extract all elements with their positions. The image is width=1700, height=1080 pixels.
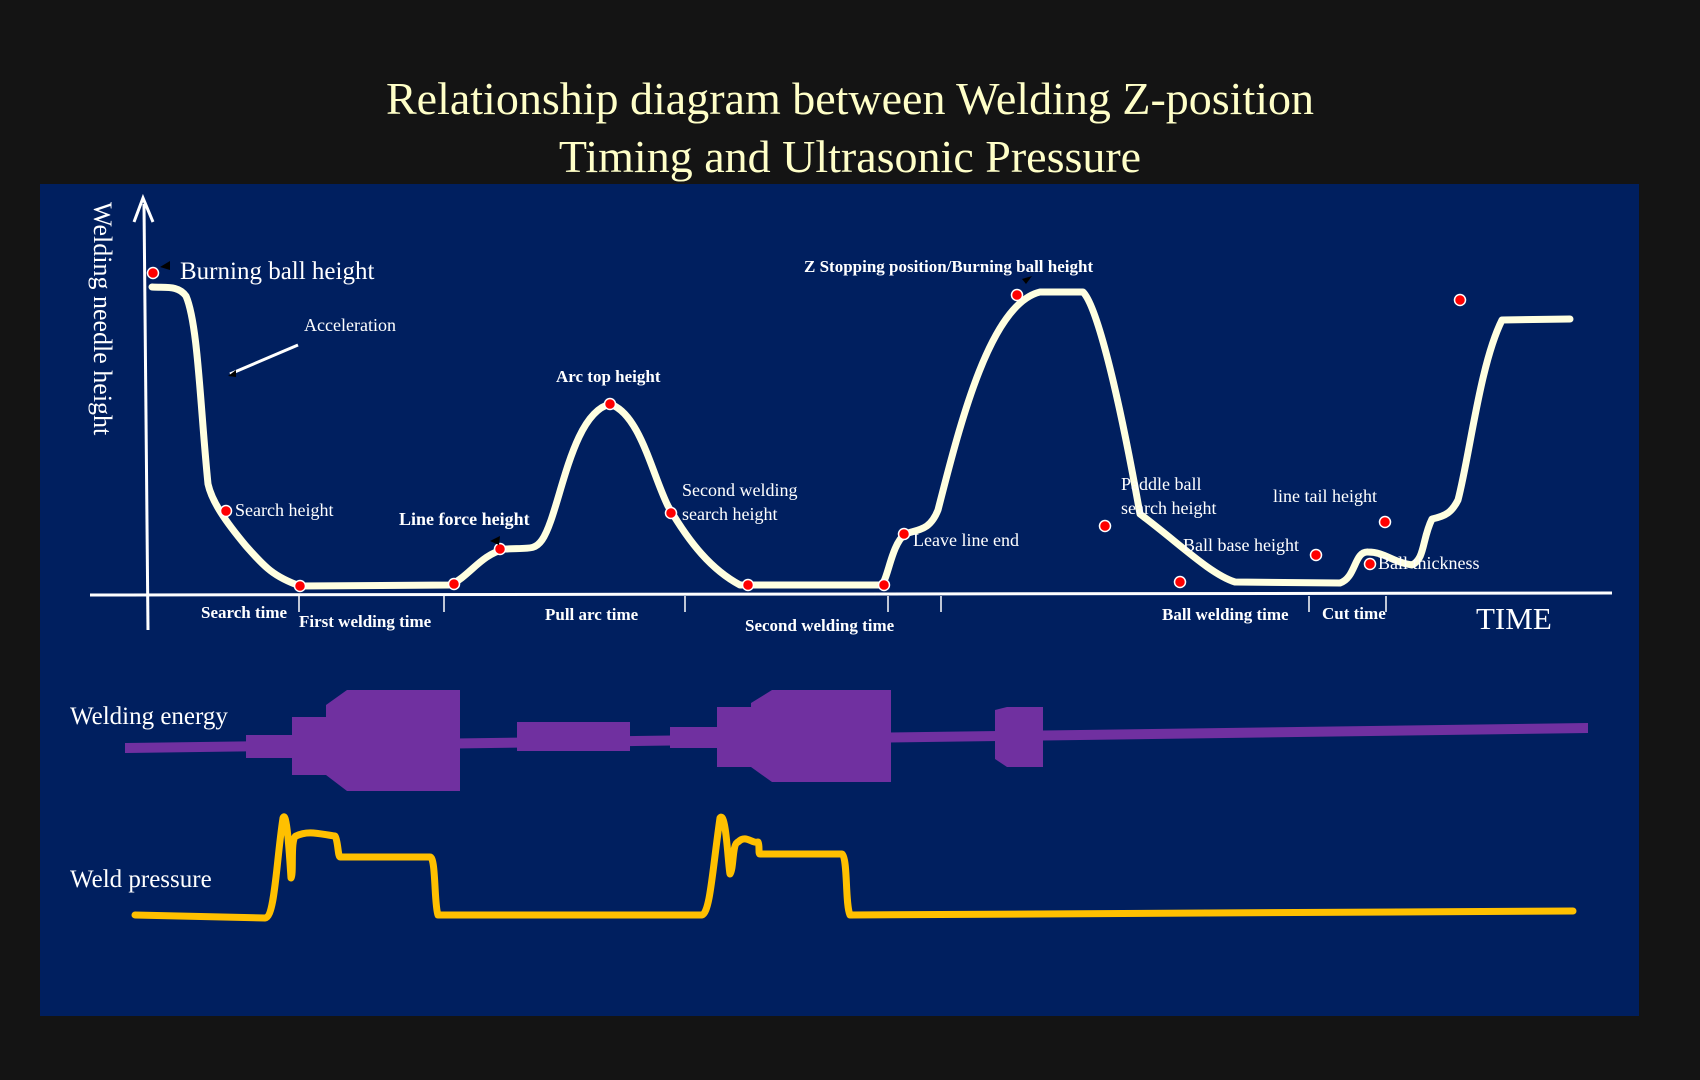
acceleration-pointer xyxy=(229,343,299,376)
markers-group xyxy=(146,266,1467,593)
energy-ball-pulse xyxy=(995,707,1043,767)
x-axis xyxy=(89,591,1613,597)
marker-end xyxy=(1453,293,1467,307)
label-second-welding-time: Second welding time xyxy=(745,616,895,635)
label-pull-arc-time: Pull arc time xyxy=(545,605,639,624)
marker-second-weld-start xyxy=(741,578,755,592)
label-line-tail-height: line tail height xyxy=(1273,486,1377,506)
marker-first-weld-end xyxy=(447,577,461,591)
marker-z-stopping xyxy=(1010,288,1024,302)
label-burning-ball-height: Burning ball height xyxy=(180,258,374,285)
label-second-search-height: search height xyxy=(682,504,777,524)
label-weld-pressure: Weld pressure xyxy=(70,866,212,893)
energy-burst-2 xyxy=(751,690,891,782)
welding-energy-signal xyxy=(125,690,1588,791)
marker-burning-ball xyxy=(146,266,160,280)
title-line-2: Timing and Ultrasonic Pressure xyxy=(558,131,1142,182)
diagram-panel: Welding needle height TIME xyxy=(40,184,1639,1016)
time-ticks xyxy=(298,596,1387,612)
label-paddle-ball: Paddle ball xyxy=(1121,474,1201,494)
acceleration-arrowhead xyxy=(228,370,236,377)
label-arc-top-height: Arc top height xyxy=(556,367,661,386)
label-search-height: Search height xyxy=(235,500,333,520)
marker-line-tail xyxy=(1309,548,1323,562)
marker-tail-step xyxy=(1378,515,1392,529)
marker-first-weld-start xyxy=(293,579,307,593)
label-paddle-search-height: search height xyxy=(1121,498,1216,518)
label-ball-thickness: Ball thickness xyxy=(1378,553,1480,573)
x-axis-label: TIME xyxy=(1476,601,1552,636)
label-welding-energy: Welding energy xyxy=(70,703,228,730)
label-leave-line-end: Leave line end xyxy=(913,530,1019,550)
y-axis-label: Welding needle height xyxy=(88,202,117,436)
energy-step-mid-1 xyxy=(292,717,326,775)
energy-step-small-2 xyxy=(670,727,717,748)
energy-burst-1 xyxy=(326,690,460,791)
z-position-curve xyxy=(148,283,1574,590)
title-line-1: Relationship diagram between Welding Z-p… xyxy=(385,73,1315,124)
energy-step-small-1 xyxy=(246,735,292,758)
slide-title: Relationship diagram between Welding Z-p… xyxy=(0,70,1700,186)
marker-paddle-ball xyxy=(1098,519,1112,533)
y-axis-arrow xyxy=(132,193,155,223)
label-second-welding: Second welding xyxy=(682,480,797,500)
label-line-force-height: Line force height xyxy=(399,509,530,529)
marker-second-search xyxy=(664,506,678,520)
marker-line-force xyxy=(493,542,507,556)
burning-ball-pointer xyxy=(160,261,170,270)
label-search-time: Search time xyxy=(201,603,288,622)
z-stop-pointer xyxy=(1022,276,1032,284)
label-ball-welding-time: Ball welding time xyxy=(1162,605,1289,624)
label-acceleration: Acceleration xyxy=(304,315,396,335)
marker-arc-top xyxy=(603,397,617,411)
weld-pressure-signal xyxy=(131,813,1577,922)
y-axis xyxy=(142,203,150,631)
diagram-svg: Welding needle height TIME xyxy=(70,193,1613,922)
marker-search-height xyxy=(219,504,233,518)
label-first-welding-time: First welding time xyxy=(299,612,432,631)
label-cut-time: Cut time xyxy=(1322,604,1386,623)
energy-pull-arc xyxy=(517,722,630,751)
marker-second-weld-end xyxy=(877,578,891,592)
label-ball-base-height: Ball base height xyxy=(1183,535,1299,555)
line-force-pointer xyxy=(490,536,500,545)
energy-step-mid-2 xyxy=(717,707,751,767)
label-z-stopping: Z Stopping position/Burning ball height xyxy=(804,257,1093,276)
marker-leave-line-end xyxy=(897,527,911,541)
marker-ball-base xyxy=(1173,575,1187,589)
marker-ball-thickness xyxy=(1363,557,1377,571)
